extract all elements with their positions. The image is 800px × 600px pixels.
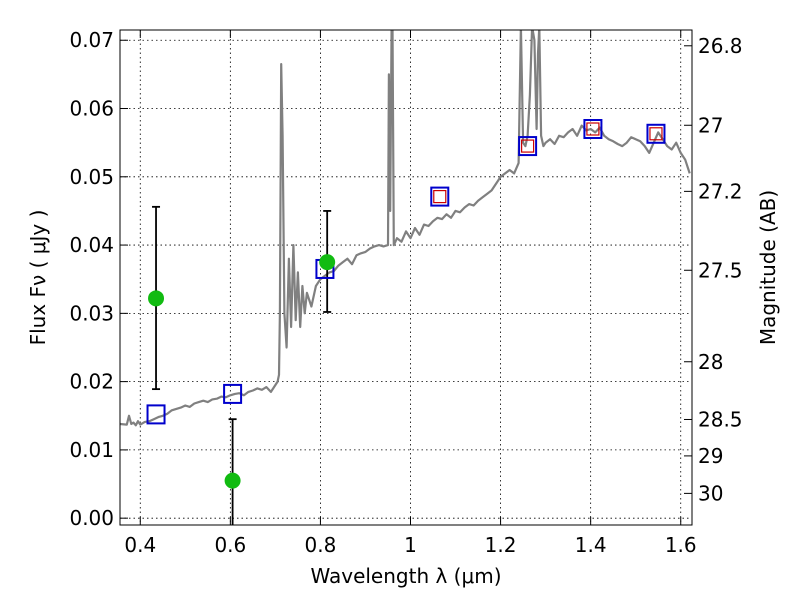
y-tick-label: 0.01	[69, 438, 114, 462]
x-tick-label: 1	[404, 533, 417, 557]
x-tick-label: 0.4	[124, 533, 156, 557]
x-tick-label: 1.2	[485, 533, 517, 557]
y2-axis-label: Magnitude (AB)	[756, 190, 780, 345]
model-square-marker	[430, 186, 450, 207]
y2-tick-label: 27	[698, 113, 723, 137]
observed-square-marker	[649, 127, 663, 141]
y2-tick-label: 29	[698, 444, 723, 468]
y2-tick-label: 30	[698, 481, 723, 505]
y2-tick-label: 27.2	[698, 179, 743, 203]
model-square-marker	[583, 119, 603, 139]
y-tick-label: 0.02	[69, 370, 114, 394]
observed-square-marker	[586, 122, 600, 136]
tick-labels: 0.4 0.6 0.8 1 1.2 1.4 1.6 0.00 0.01 0.02 0.03 0.04 0…	[69, 28, 742, 557]
ticks	[120, 30, 692, 525]
observed-square-marker	[433, 189, 447, 204]
y-tick-label: 0.07	[69, 28, 114, 52]
x-axis-label: Wavelength λ (μm)	[310, 564, 501, 588]
model-square-marker	[223, 383, 243, 404]
y2-tick-label: 26.8	[698, 34, 743, 58]
y2-tick-label: 28	[698, 350, 723, 374]
y-tick-label: 0.06	[69, 97, 114, 121]
spectrum-line	[120, 30, 691, 427]
x-tick-label: 1.4	[575, 533, 607, 557]
plot-area	[120, 30, 691, 525]
y-tick-label: 0.00	[69, 506, 114, 530]
grid	[120, 30, 692, 525]
x-tick-label: 0.8	[305, 533, 337, 557]
model-square-marker	[646, 123, 666, 144]
observed-circle-marker	[224, 472, 241, 489]
plot-frame	[119, 29, 693, 526]
model-square-marker	[518, 136, 538, 157]
y-tick-label: 0.03	[69, 301, 114, 325]
y2-tick-label: 27.5	[698, 258, 743, 282]
y-axis-label: Flux Fν ( μJy )	[26, 210, 50, 346]
observed-circle-marker	[319, 254, 336, 271]
y2-tick-label: 28.5	[698, 407, 743, 431]
x-tick-label: 1.6	[665, 533, 697, 557]
model-square-marker	[146, 404, 166, 425]
y-tick-label: 0.04	[69, 233, 114, 257]
observed-square-marker	[521, 139, 535, 153]
y-tick-label: 0.05	[69, 165, 114, 189]
observed-circle-marker	[148, 290, 165, 307]
x-tick-label: 0.6	[214, 533, 246, 557]
